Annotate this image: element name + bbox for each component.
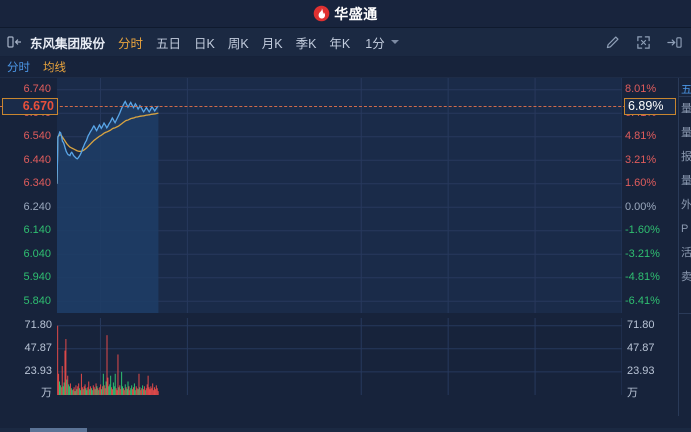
nav-bar: 东风集团股份 分时 五日 日K 周K 月K 季K 年K 1分 <box>0 28 691 57</box>
volume-unit-label-right: 万 <box>627 387 638 399</box>
scrollbar-thumb[interactable] <box>30 428 87 432</box>
volume-plot-area[interactable] <box>57 318 622 395</box>
price-line-chart <box>57 78 622 313</box>
title-bar: 华盛通 <box>0 0 691 28</box>
fullscreen-expand-icon[interactable] <box>636 35 651 50</box>
percent-tick--1.60%: -1.60% <box>625 224 660 237</box>
price-tick-6.040: 6.040 <box>23 247 51 260</box>
current-percent-badge: 6.89% <box>624 97 676 115</box>
nav-left-group: 东风集团股份 分时 五日 日K 周K 月K 季K 年K 1分 <box>0 33 399 52</box>
right-panel-item[interactable]: 量 <box>681 127 691 139</box>
stock-name-label[interactable]: 东风集团股份 <box>30 36 106 51</box>
indicator-sub-header: 分时 均线 <box>0 57 691 78</box>
percent-tick--6.41%: -6.41% <box>625 294 660 307</box>
flame-icon <box>313 5 330 22</box>
right-panel-item[interactable]: 卖 <box>681 271 691 283</box>
volume-unit-label-left: 万 <box>41 387 52 399</box>
tab-fenshi[interactable]: 分时 <box>118 36 144 51</box>
chevron-down-icon <box>390 40 399 44</box>
tab-weekly-k[interactable]: 周K <box>227 36 249 51</box>
app-title: 华盛通 <box>334 5 378 22</box>
volume-tick-left-23.93: 23.93 <box>24 365 52 378</box>
current-price-dashed-line <box>0 106 691 108</box>
volume-tick-left-71.80: 71.80 <box>24 319 52 332</box>
right-panel-item[interactable]: 量 <box>681 103 691 115</box>
right-panel-divider <box>679 313 691 314</box>
percent-tick-1.60%: 1.60% <box>625 177 657 190</box>
tab-daily-k[interactable]: 日K <box>194 36 215 51</box>
tab-quarterly-k[interactable]: 季K <box>295 36 317 51</box>
legend-junxian[interactable]: 均线 <box>43 62 66 74</box>
percent-tick--3.21%: -3.21% <box>625 247 660 260</box>
right-panel-item[interactable]: 外 <box>681 199 691 211</box>
volume-tick-right-23.93: 23.93 <box>627 365 655 378</box>
percent-tick-4.81%: 4.81% <box>625 130 657 143</box>
panel-expand-icon[interactable] <box>7 35 23 49</box>
volume-tick-left-47.87: 47.87 <box>24 342 52 355</box>
right-panel-item[interactable]: 报 <box>681 151 691 163</box>
percent-tick-8.01%: 8.01% <box>625 83 657 96</box>
price-tick-6.240: 6.240 <box>23 200 51 213</box>
tab-wuri[interactable]: 五日 <box>156 36 182 51</box>
interval-selector[interactable]: 1分 <box>365 33 399 52</box>
price-tick-6.540: 6.540 <box>23 130 51 143</box>
price-tick-5.940: 5.940 <box>23 271 51 284</box>
horizontal-scrollbar[interactable] <box>0 428 691 432</box>
right-panel-item[interactable]: 量 <box>681 175 691 187</box>
tab-monthly-k[interactable]: 月K <box>261 36 283 51</box>
app-logo: 华盛通 <box>313 4 378 24</box>
pencil-edit-icon[interactable] <box>605 35 620 50</box>
percent-tick--4.81%: -4.81% <box>625 271 660 284</box>
nav-right-group <box>605 35 691 50</box>
volume-tick-right-71.80: 71.80 <box>627 319 655 332</box>
chart-stage: 6.7406.6406.5406.4406.3406.2406.1406.040… <box>0 78 691 416</box>
price-plot-area[interactable] <box>57 78 622 313</box>
volume-bar-chart <box>57 318 622 395</box>
tab-yearly-k[interactable]: 年K <box>329 36 351 51</box>
right-panel-item[interactable]: 活 <box>681 247 691 259</box>
collapse-panel-right-icon[interactable] <box>667 35 682 50</box>
right-panel-divider <box>679 96 691 97</box>
price-tick-6.740: 6.740 <box>23 83 51 96</box>
legend-fenshi[interactable]: 分时 <box>7 62 30 74</box>
price-tick-6.340: 6.340 <box>23 177 51 190</box>
current-price-badge: 6.670 <box>2 97 58 115</box>
price-tick-6.440: 6.440 <box>23 153 51 166</box>
interval-label: 1分 <box>365 36 385 51</box>
price-tick-5.840: 5.840 <box>23 294 51 307</box>
right-panel-item[interactable]: P <box>681 223 689 235</box>
right-panel-header: 五 <box>681 84 691 96</box>
volume-tick-right-47.87: 47.87 <box>627 342 655 355</box>
price-tick-6.140: 6.140 <box>23 224 51 237</box>
percent-tick-3.21%: 3.21% <box>625 153 657 166</box>
percent-tick-0.00%: 0.00% <box>625 200 657 213</box>
